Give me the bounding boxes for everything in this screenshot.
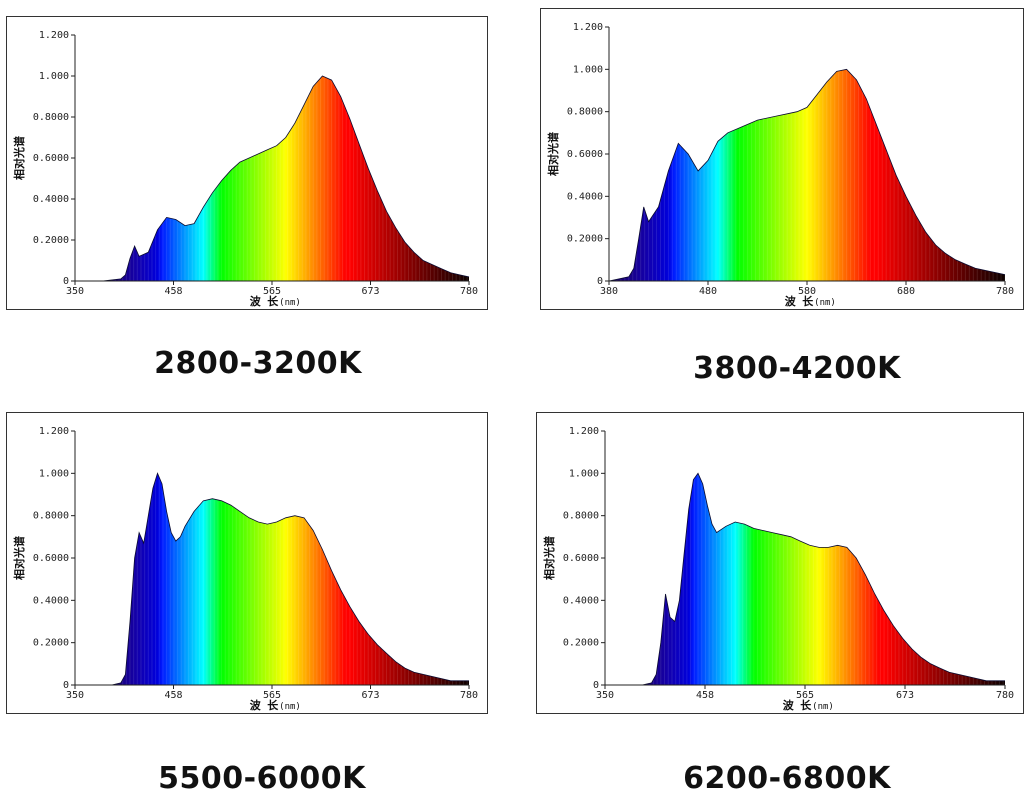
y-tick-label: 0 <box>63 680 69 691</box>
y-tick-label: 0.8000 <box>33 511 69 522</box>
spectrum-line <box>608 68 1006 282</box>
y-tick-label: 1.200 <box>569 426 599 437</box>
y-tick-label: 0.8000 <box>33 112 69 123</box>
spectrum-line <box>605 472 1005 686</box>
spectrum-svg-3: 0 0.2000 0.4000 0.6000 0.8000 1.000 1.200 350 45… <box>12 426 478 712</box>
x-tick-label: 350 <box>66 286 84 297</box>
chart-caption-1: 2800-3200K <box>154 346 362 381</box>
spectrum-line <box>75 75 470 282</box>
y-tick-label: 1.000 <box>569 468 599 479</box>
chart-caption-3: 5500-6000K <box>158 761 366 796</box>
spectrum-area <box>75 76 469 281</box>
x-tick-label: 780 <box>460 286 478 297</box>
y-tick-label: 1.000 <box>39 71 69 82</box>
spectrum-chart-2: 0 0.2000 0.4000 0.6000 0.8000 1.000 1.200 380 48… <box>540 8 1024 310</box>
spectrum-line <box>75 472 469 686</box>
x-axis-label: 波 长 <box>250 294 280 308</box>
y-tick-label: 0.4000 <box>33 595 69 606</box>
y-tick-label: 0.4000 <box>563 595 599 606</box>
area-mask <box>75 35 469 281</box>
x-tick-label: 780 <box>996 286 1014 297</box>
y-tick-label: 0.2000 <box>567 234 603 245</box>
x-axis-unit: (nm) <box>814 298 836 308</box>
x-tick-label: 480 <box>699 286 717 297</box>
y-tick-label: 1.000 <box>39 468 69 479</box>
y-tick-label: 0 <box>63 276 69 287</box>
x-axis-label: 波 长 <box>783 698 813 712</box>
x-axis-unit: (nm) <box>279 298 301 308</box>
x-tick-label: 565 <box>263 286 281 297</box>
x-tick-label: 673 <box>361 690 379 701</box>
spectrum-chart-3: 0 0.2000 0.4000 0.6000 0.8000 1.000 1.200 350 45… <box>6 412 488 714</box>
spectrum-area <box>605 473 1005 685</box>
spectrum-svg-2: 0 0.2000 0.4000 0.6000 0.8000 1.000 1.200 380 48… <box>546 22 1014 308</box>
x-tick-label: 350 <box>596 690 614 701</box>
y-tick-label: 0.6000 <box>33 553 69 564</box>
x-tick-label: 780 <box>460 690 478 701</box>
y-tick-label: 0.8000 <box>563 511 599 522</box>
chart-caption-4: 6200-6800K <box>683 761 891 796</box>
area-mask <box>75 431 469 685</box>
y-tick-label: 0 <box>593 680 599 691</box>
y-tick-label: 1.200 <box>39 30 69 41</box>
y-tick-label: 1.000 <box>573 64 603 75</box>
y-tick-label: 0.2000 <box>33 235 69 246</box>
spectrum-svg-4: 0 0.2000 0.4000 0.6000 0.8000 1.000 1.200 350 45… <box>542 426 1014 712</box>
x-tick-label: 350 <box>66 690 84 701</box>
y-tick-label: 0.2000 <box>563 638 599 649</box>
spectrum-chart-1: 0 0.2000 0.4000 0.6000 0.8000 1.000 1.200 350 45… <box>6 16 488 310</box>
y-axis-label: 相对光谱 <box>546 132 560 176</box>
x-tick-label: 458 <box>164 286 182 297</box>
spectrum-svg-1: 0 0.2000 0.4000 0.6000 0.8000 1.000 1.200 350 45… <box>12 30 478 308</box>
y-tick-label: 0.2000 <box>33 638 69 649</box>
x-axis-unit: (nm) <box>812 702 834 712</box>
y-tick-label: 0.4000 <box>33 194 69 205</box>
x-tick-label: 680 <box>897 286 915 297</box>
x-tick-label: 565 <box>796 690 814 701</box>
spectrum-chart-4: 0 0.2000 0.4000 0.6000 0.8000 1.000 1.200 350 45… <box>536 412 1024 714</box>
x-tick-label: 673 <box>361 286 379 297</box>
area-mask <box>609 27 1005 281</box>
y-axis-label: 相对光谱 <box>12 536 26 580</box>
y-tick-label: 0 <box>597 276 603 287</box>
x-tick-label: 580 <box>798 286 816 297</box>
x-axis-label: 波 长 <box>250 698 280 712</box>
y-tick-label: 0.6000 <box>567 149 603 160</box>
spectrum-area <box>75 473 469 685</box>
x-tick-label: 380 <box>600 286 618 297</box>
y-tick-label: 0.6000 <box>563 553 599 564</box>
x-axis-unit: (nm) <box>279 702 301 712</box>
y-tick-label: 1.200 <box>573 22 603 33</box>
x-tick-label: 673 <box>896 690 914 701</box>
y-tick-label: 1.200 <box>39 426 69 437</box>
spectrum-area <box>609 69 1005 281</box>
y-tick-label: 0.4000 <box>567 191 603 202</box>
x-axis-label: 波 长 <box>785 294 815 308</box>
y-tick-label: 0.6000 <box>33 153 69 164</box>
x-tick-label: 458 <box>696 690 714 701</box>
y-tick-label: 0.8000 <box>567 107 603 118</box>
x-tick-label: 565 <box>263 690 281 701</box>
x-tick-label: 458 <box>164 690 182 701</box>
y-axis-label: 相对光谱 <box>542 536 556 580</box>
x-tick-label: 780 <box>996 690 1014 701</box>
chart-caption-2: 3800-4200K <box>693 351 901 386</box>
y-axis-label: 相对光谱 <box>12 136 26 180</box>
